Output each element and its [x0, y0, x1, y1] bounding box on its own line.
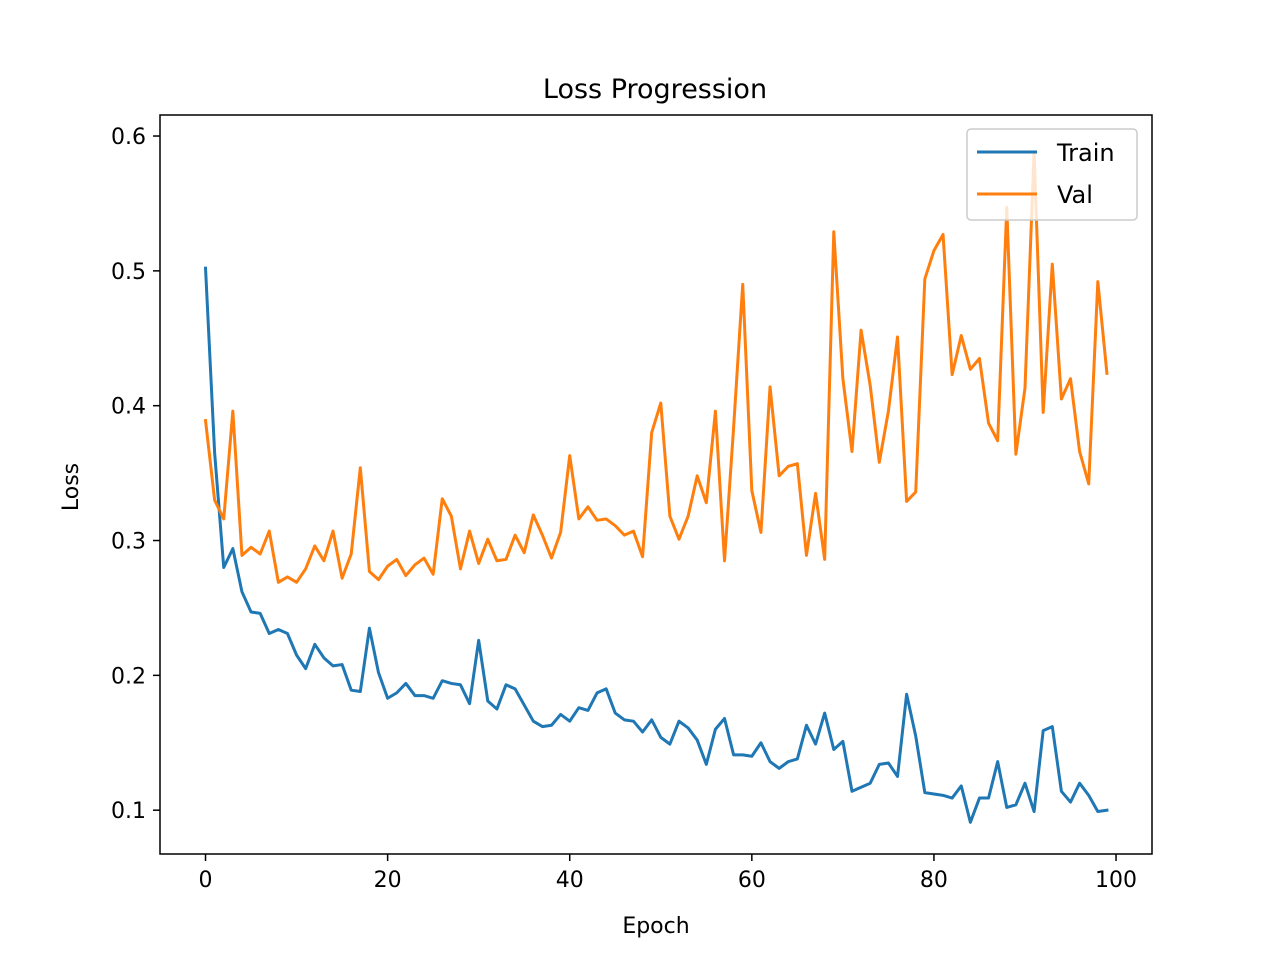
x-tick-label: 100 [1095, 868, 1137, 893]
legend-label-train: Train [1056, 139, 1115, 167]
series-line-train [203, 266, 1109, 824]
y-tick-label: 0.2 [111, 664, 146, 689]
x-tick-label: 40 [556, 868, 584, 893]
y-tick-label: 0.6 [111, 125, 146, 150]
x-tick-label: 60 [738, 868, 766, 893]
series-line-val [203, 150, 1109, 584]
y-tick-label: 0.3 [111, 530, 146, 555]
x-axis-label: Epoch [622, 914, 689, 939]
x-tick-label: 80 [920, 868, 948, 893]
chart-title: Loss Progression [543, 74, 767, 105]
y-tick-label: 0.1 [111, 799, 146, 824]
x-tick-label: 0 [199, 868, 213, 893]
x-axis: 0 20 40 60 80 100 [199, 854, 1137, 893]
y-tick-label: 0.4 [111, 395, 146, 420]
legend-label-val: Val [1057, 181, 1093, 209]
y-axis-label: Loss [59, 463, 84, 511]
y-axis: 0.1 0.2 0.3 0.4 0.5 0.6 [111, 125, 160, 824]
x-tick-label: 20 [374, 868, 402, 893]
series-layer [203, 150, 1109, 824]
plot-frame [159, 114, 1153, 855]
y-tick-label: 0.5 [111, 260, 146, 285]
legend: Train Val [966, 128, 1138, 221]
